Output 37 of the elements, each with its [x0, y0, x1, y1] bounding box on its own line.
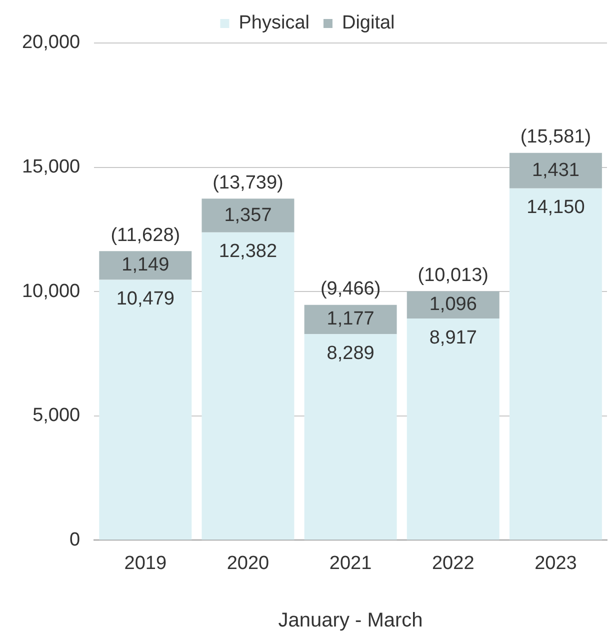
data-label: 8,917 — [429, 327, 477, 348]
total-label: (9,466) — [320, 278, 381, 300]
data-label: 14,150 — [526, 197, 585, 218]
data-label: 12,382 — [218, 241, 278, 262]
legend-label: Digital — [342, 12, 395, 34]
bar — [99, 251, 192, 280]
bar — [202, 232, 294, 540]
data-label: 10,479 — [116, 288, 174, 310]
data-label: 1,431 — [532, 160, 580, 181]
total-label: (11,628) — [110, 224, 180, 246]
data-label: 1,357 — [224, 204, 272, 226]
bar — [202, 198, 294, 232]
y-tick-label: 0 — [70, 529, 80, 550]
x-axis-title: January - March — [278, 610, 423, 632]
x-tick-label: 2021 — [329, 552, 372, 574]
data-label: 1,149 — [122, 254, 170, 276]
x-tick-label: 2023 — [534, 552, 577, 574]
data-label: 8,289 — [326, 342, 374, 364]
x-tick-label: 2022 — [432, 552, 474, 574]
bar — [99, 280, 192, 540]
data-label: 1,177 — [326, 308, 374, 330]
y-tick-label: 20,000 — [22, 32, 80, 54]
y-tick-label: 10,000 — [22, 280, 80, 302]
bar — [509, 152, 602, 188]
bar — [304, 304, 397, 334]
total-label: (10,013) — [418, 265, 489, 286]
legend-label: Physical — [238, 12, 310, 34]
data-label: 1,096 — [429, 294, 477, 316]
y-tick-label: 15,000 — [22, 156, 80, 178]
bar — [304, 334, 397, 540]
bar — [509, 188, 602, 540]
total-label: (15,581) — [520, 126, 592, 148]
total-label: (13,739) — [212, 172, 284, 194]
x-tick-label: 2019 — [124, 552, 167, 574]
x-tick-label: 2020 — [226, 552, 270, 574]
bar — [406, 318, 500, 540]
y-tick-label: 5,000 — [32, 405, 80, 426]
